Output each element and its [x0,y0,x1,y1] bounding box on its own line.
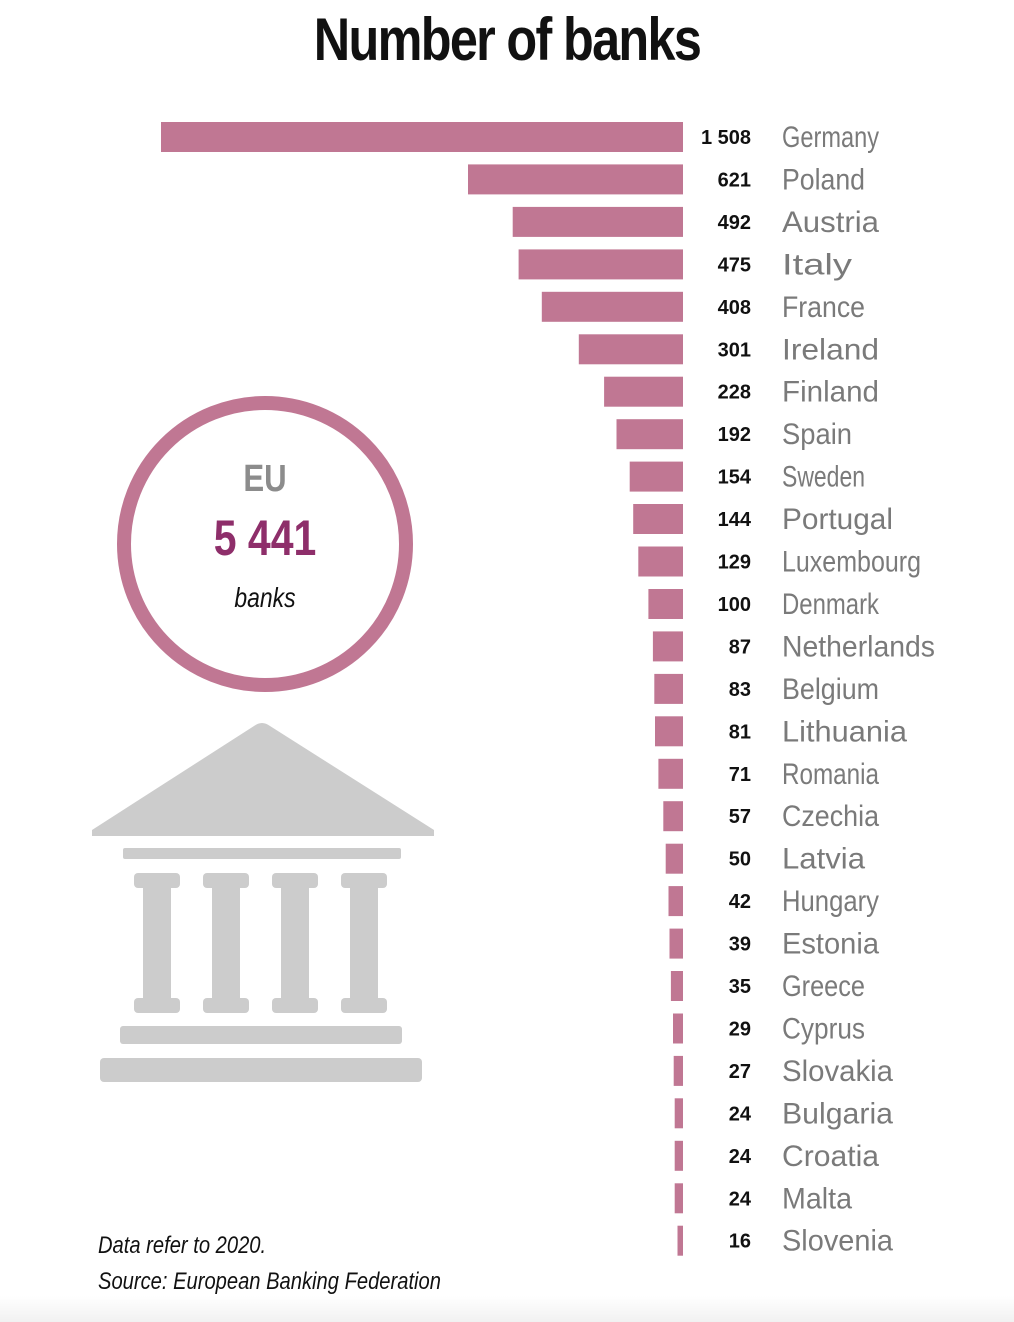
category-label-spain: Spain [782,418,852,451]
value-label-cyprus: 29 [729,1019,751,1041]
bar-czechia [663,801,683,832]
bar-netherlands [652,631,683,662]
bar-slovakia [673,1055,683,1086]
eu-label: EU [243,458,287,500]
value-label-latvia: 50 [729,849,751,871]
value-label-portugal: 144 [718,509,752,531]
category-label-latvia: Latvia [782,843,865,876]
value-label-croatia: 24 [729,1146,752,1168]
chart-title: Number of banks [313,6,702,73]
category-label-poland: Poland [782,163,865,196]
bar-cyprus [673,1013,683,1044]
category-label-italy: Italy [782,248,852,281]
value-label-france: 408 [718,297,751,319]
category-label-bulgaria: Bulgaria [782,1097,893,1130]
category-label-malta: Malta [782,1182,852,1215]
data-year-note: Data refer to 2020. [98,1232,267,1259]
value-label-greece: 35 [729,976,751,998]
bar-luxembourg [638,546,683,577]
source-note: Source: European Banking Federation [98,1268,441,1295]
bar-estonia [669,928,683,959]
bar-austria [512,206,683,237]
category-label-luxembourg: Luxembourg [782,546,921,579]
category-label-ireland: Ireland [782,333,879,366]
eu-total-value: 5 441 [213,510,317,566]
bar-latvia [665,843,683,874]
category-label-romania: Romania [782,758,879,791]
category-label-cyprus: Cyprus [782,1013,865,1046]
bar-portugal [633,504,683,534]
value-label-slovenia: 16 [729,1231,751,1253]
bar-poland [468,164,683,195]
value-label-estonia: 39 [729,934,751,956]
category-label-slovakia: Slovakia [782,1055,893,1088]
bar-sweden [629,461,683,492]
value-label-spain: 192 [718,424,751,446]
bar-finland [604,376,683,407]
value-label-malta: 24 [729,1188,752,1210]
category-label-germany: Germany [782,121,879,154]
value-label-italy: 475 [718,254,751,276]
value-label-poland: 621 [718,169,751,191]
bar-malta [674,1183,683,1214]
value-label-romania: 71 [729,764,751,786]
bar-bulgaria [674,1098,683,1129]
category-label-hungary: Hungary [782,885,879,918]
category-label-denmark: Denmark [782,588,880,621]
category-label-estonia: Estonia [782,928,879,961]
bar-germany [161,122,683,152]
value-label-netherlands: 87 [729,636,751,658]
bar-france [541,291,683,322]
bar-slovenia [677,1225,683,1256]
category-label-sweden: Sweden [782,461,865,494]
category-label-portugal: Portugal [782,503,893,536]
bar-denmark [648,589,683,619]
category-label-croatia: Croatia [782,1140,879,1173]
bar-romania [658,758,683,789]
category-label-finland: Finland [782,376,879,409]
bar-spain [616,419,683,450]
value-label-germany: 1 508 [701,127,751,149]
category-label-austria: Austria [782,206,879,239]
category-label-slovenia: Slovenia [782,1225,893,1258]
category-label-czechia: Czechia [782,800,879,833]
value-label-czechia: 57 [729,806,751,828]
bar-italy [518,249,683,280]
value-label-austria: 492 [718,212,751,234]
category-label-lithuania: Lithuania [782,715,907,748]
value-label-lithuania: 81 [729,721,751,743]
bar-lithuania [655,716,683,747]
eu-total-unit: banks [234,582,296,613]
value-label-bulgaria: 24 [729,1103,752,1125]
value-label-hungary: 42 [729,891,751,913]
category-label-france: France [782,291,865,324]
value-label-slovakia: 27 [729,1061,751,1083]
bank-building-icon [92,723,434,1082]
value-label-ireland: 301 [718,339,751,361]
value-label-belgium: 83 [729,679,751,701]
bar-greece [670,971,683,1001]
value-label-luxembourg: 129 [718,552,751,574]
bar-ireland [578,334,683,365]
category-label-greece: Greece [782,970,865,1003]
category-label-belgium: Belgium [782,673,879,706]
category-label-netherlands: Netherlands [782,630,935,663]
value-label-sweden: 154 [718,467,752,489]
value-label-denmark: 100 [718,594,751,616]
value-label-finland: 228 [718,382,751,404]
bar-belgium [654,673,683,704]
bar-croatia [674,1140,683,1171]
bar-hungary [668,886,683,917]
bottom-shade [0,1296,1014,1322]
